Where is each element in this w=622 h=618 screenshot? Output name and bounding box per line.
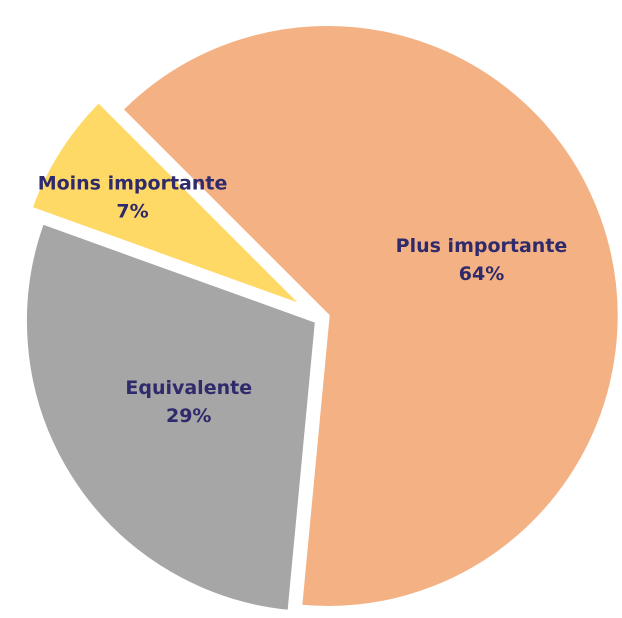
slice-value-label: 7% (116, 200, 148, 222)
slice-value-label: 29% (166, 405, 211, 427)
slice-label: Equivalente (125, 377, 252, 399)
pie-slice (22, 220, 319, 614)
slice-value-label: 64% (459, 263, 504, 285)
slice-label: Moins importante (38, 172, 228, 194)
pie-slice (119, 21, 622, 610)
pie-slice (28, 98, 308, 310)
slice-label: Plus importante (396, 235, 568, 257)
